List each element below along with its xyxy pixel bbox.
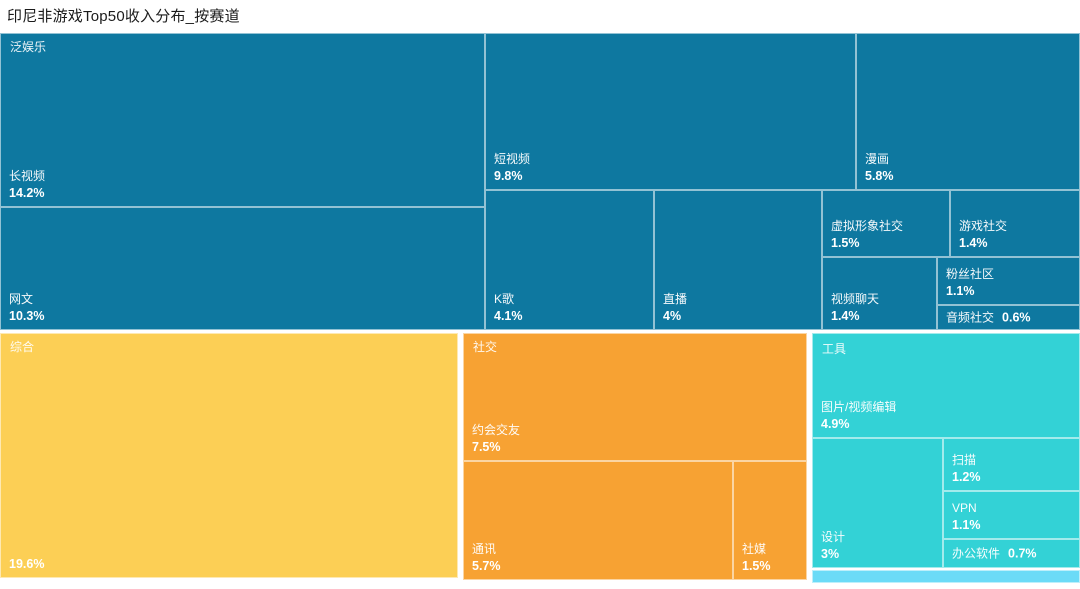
cell-value: 3% — [821, 547, 840, 561]
cell-label: 约会交友 7.5% — [472, 422, 802, 455]
cell-label: 通讯 5.7% — [472, 541, 728, 574]
cell-name: 通讯 — [472, 542, 497, 556]
cell-label: 长视频 14.2% — [9, 168, 480, 201]
treemap-cell-general-apps[interactable]: 19.6% — [0, 333, 458, 578]
treemap: 长视频 14.2% 网文 10.3% 短视频 9.8% 漫画 5.8% K歌 4.1% 直播 4% 虚拟… — [0, 33, 1080, 583]
treemap-cell-vpn[interactable]: VPN 1.1% — [943, 491, 1080, 539]
cell-label: K歌 4.1% — [494, 291, 649, 324]
cell-label: 图片/视频编辑 4.9% — [821, 399, 1075, 432]
treemap-cell-karaoke[interactable]: K歌 4.1% — [485, 190, 654, 330]
cell-name: 音频社交 — [946, 310, 995, 324]
cell-name: 漫画 — [865, 152, 890, 166]
cell-value: 4.1% — [494, 309, 523, 323]
cell-value: 9.8% — [494, 169, 523, 183]
cell-value: 1.4% — [831, 309, 860, 323]
cell-label: VPN 1.1% — [952, 500, 1075, 533]
cell-label: 虚拟形象社交 1.5% — [831, 218, 945, 251]
cell-label: 短视频 9.8% — [494, 151, 851, 184]
treemap-cell-design[interactable]: 设计 3% — [812, 438, 943, 568]
cell-label: 网文 10.3% — [9, 291, 480, 324]
treemap-cell-social-media[interactable]: 社媒 1.5% — [733, 461, 807, 580]
cell-label: 粉丝社区 1.1% — [946, 266, 1075, 299]
cell-value: 0.7% — [1008, 546, 1037, 560]
cell-value: 0.6% — [1002, 310, 1031, 324]
treemap-cell-comics[interactable]: 漫画 5.8% — [856, 33, 1080, 190]
cell-name: 扫描 — [952, 453, 977, 467]
cell-value: 14.2% — [9, 186, 45, 200]
cell-label: 直播 4% — [663, 291, 817, 324]
cell-name: 网文 — [9, 292, 34, 306]
treemap-cell-dating[interactable]: 约会交友 7.5% — [463, 333, 807, 461]
treemap-cell-livestream[interactable]: 直播 4% — [654, 190, 822, 330]
cell-name: 长视频 — [9, 169, 46, 183]
cell-value: 5.7% — [472, 559, 501, 573]
cell-name: 设计 — [821, 530, 846, 544]
cell-name: 虚拟形象社交 — [831, 219, 904, 233]
cell-name: VPN — [952, 501, 977, 515]
cell-value: 1.2% — [952, 470, 981, 484]
cell-label: 设计 3% — [821, 529, 938, 562]
cell-value: 5.8% — [865, 169, 894, 183]
treemap-cell-audio-social[interactable]: 音频社交 0.6% — [937, 305, 1080, 330]
treemap-cell-webnovel[interactable]: 网文 10.3% — [0, 207, 485, 330]
cell-name: 直播 — [663, 292, 688, 306]
cell-name: 社媒 — [742, 542, 767, 556]
cell-name: K歌 — [494, 292, 515, 306]
cell-value: 4% — [663, 309, 682, 323]
cell-label: 扫描 1.2% — [952, 452, 1075, 485]
cell-value: 10.3% — [9, 309, 45, 323]
treemap-cell-misc-strip[interactable] — [812, 570, 1080, 583]
treemap-cell-photo-video-editing[interactable]: 图片/视频编辑 4.9% — [812, 333, 1080, 438]
cell-value: 1.5% — [742, 559, 771, 573]
cell-name: 约会交友 — [472, 423, 521, 437]
treemap-cell-video-chat[interactable]: 视频聊天 1.4% — [822, 257, 937, 330]
cell-label: 视频聊天 1.4% — [831, 291, 932, 324]
cell-value: 1.1% — [946, 284, 975, 298]
cell-label: 19.6% — [9, 556, 453, 572]
treemap-cell-fan-community[interactable]: 粉丝社区 1.1% — [937, 257, 1080, 305]
cell-value: 1.1% — [952, 518, 981, 532]
treemap-cell-scan[interactable]: 扫描 1.2% — [943, 438, 1080, 491]
cell-label: 游戏社交 1.4% — [959, 218, 1075, 251]
cell-value: 1.5% — [831, 236, 860, 250]
cell-name: 游戏社交 — [959, 219, 1008, 233]
treemap-cell-long-video[interactable]: 长视频 14.2% — [0, 33, 485, 207]
treemap-cell-avatar-social[interactable]: 虚拟形象社交 1.5% — [822, 190, 950, 257]
treemap-cell-messaging[interactable]: 通讯 5.7% — [463, 461, 733, 580]
cell-label: 办公软件 0.7% — [952, 545, 1075, 562]
cell-label: 社媒 1.5% — [742, 541, 802, 574]
treemap-cell-short-video[interactable]: 短视频 9.8% — [485, 33, 856, 190]
cell-name: 视频聊天 — [831, 292, 880, 306]
cell-value: 19.6% — [9, 557, 45, 571]
cell-name: 短视频 — [494, 152, 531, 166]
cell-name: 图片/视频编辑 — [821, 400, 897, 414]
cell-value: 1.4% — [959, 236, 988, 250]
chart-title: 印尼非游戏Top50收入分布_按赛道 — [7, 8, 240, 25]
cell-label: 漫画 5.8% — [865, 151, 1075, 184]
treemap-cell-office-software[interactable]: 办公软件 0.7% — [943, 539, 1080, 568]
cell-value: 4.9% — [821, 417, 850, 431]
treemap-cell-game-social[interactable]: 游戏社交 1.4% — [950, 190, 1080, 257]
cell-name: 办公软件 — [952, 546, 1001, 560]
cell-label: 音频社交 0.6% — [946, 309, 1075, 326]
cell-value: 7.5% — [472, 440, 501, 454]
cell-name: 粉丝社区 — [946, 267, 995, 281]
